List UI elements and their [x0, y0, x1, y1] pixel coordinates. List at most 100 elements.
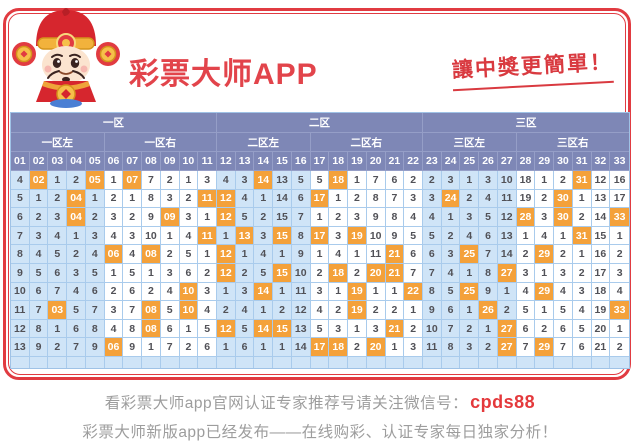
miss-count-cell: 5 — [572, 319, 592, 339]
miss-count-cell: 1 — [273, 282, 292, 302]
miss-count-cell: 3 — [404, 189, 423, 209]
miss-count-cell: 6 — [572, 338, 592, 357]
miss-count-cell: 1 — [554, 226, 573, 246]
miss-count-cell: 6 — [160, 319, 180, 339]
miss-count-cell: 11 — [497, 189, 517, 209]
miss-count-cell: 8 — [123, 319, 143, 339]
miss-count-cell: 2 — [348, 263, 367, 283]
miss-count-cell: 7 — [11, 226, 30, 246]
miss-count-cell: 5 — [48, 245, 68, 264]
miss-count-cell: 4 — [422, 208, 442, 227]
miss-count-cell: 13 — [273, 171, 292, 190]
miss-count-cell: 6 — [479, 226, 498, 246]
miss-count-cell: 10 — [291, 263, 311, 283]
empty-cell — [610, 356, 629, 368]
miss-count-cell: 1 — [535, 301, 555, 320]
table-row: 5 1 2 04 1 2 1 8 3 2 11 12 4 1 14 6 17 1 2 8 7 3 3 24 2 4 11 19 2 30 1… — [11, 189, 629, 209]
miss-count-cell: 13 — [291, 319, 311, 339]
miss-count-cell: 1 — [310, 208, 330, 227]
drawn-number-cell: 04 — [67, 189, 86, 209]
miss-count-cell: 4 — [479, 189, 498, 209]
miss-count-cell: 1 — [198, 208, 217, 227]
miss-count-cell: 1 — [329, 189, 349, 209]
miss-count-cell: 2 — [554, 171, 573, 190]
miss-count-cell: 12 — [591, 171, 611, 190]
column-number-header: 25 — [460, 152, 480, 171]
miss-count-cell: 2 — [348, 189, 367, 209]
subzone-header: 二区右 — [310, 133, 423, 152]
miss-count-cell: 1 — [216, 282, 236, 302]
miss-count-cell: 2 — [179, 189, 199, 209]
miss-count-cell: 1 — [385, 338, 405, 357]
miss-count-cell: 17 — [591, 263, 611, 283]
drawn-number-cell: 12 — [216, 189, 236, 209]
miss-count-cell: 5 — [235, 319, 255, 339]
drawn-number-cell: 29 — [535, 245, 555, 264]
miss-count-cell: 4 — [235, 189, 255, 209]
subzone-header: 二区左 — [216, 133, 311, 152]
drawn-number-cell: 03 — [48, 301, 68, 320]
miss-count-cell: 4 — [29, 245, 49, 264]
miss-count-cell: 1 — [29, 189, 49, 209]
empty-cell — [572, 356, 592, 368]
drawn-number-cell: 06 — [104, 245, 124, 264]
miss-count-cell: 5 — [123, 263, 143, 283]
miss-count-cell: 5 — [479, 208, 498, 227]
miss-count-cell: 14 — [497, 245, 517, 264]
miss-count-cell: 11 — [422, 338, 442, 357]
miss-count-cell: 5 — [179, 245, 199, 264]
miss-count-cell: 3 — [235, 282, 255, 302]
miss-count-cell: 3 — [310, 282, 330, 302]
miss-count-cell: 1 — [104, 171, 124, 190]
miss-count-cell: 2 — [460, 319, 480, 339]
miss-count-cell: 2 — [254, 208, 274, 227]
empty-cell — [179, 356, 199, 368]
wechat-id: cpds88 — [470, 392, 536, 412]
column-number-header: 03 — [48, 152, 68, 171]
column-number-header: 26 — [479, 152, 498, 171]
table-row: 11 7 03 5 7 3 7 08 5 10 4 2 4 1 2 12 4 2 19 2 2 1 9 6 1 26 2 5 1 5 4 19… — [11, 301, 629, 320]
drawn-number-cell: 24 — [441, 189, 461, 209]
miss-count-cell: 7 — [67, 338, 86, 357]
miss-count-cell: 8 — [479, 263, 498, 283]
miss-count-cell: 1 — [516, 226, 536, 246]
drawn-number-cell: 18 — [329, 171, 349, 190]
app-release-line: 彩票大师新版app已经发布——在线购彩、认证专家每日独家分析！ — [82, 424, 558, 441]
empty-cell — [422, 356, 442, 368]
miss-count-cell: 8 — [29, 319, 49, 339]
miss-count-cell: 7 — [404, 263, 423, 283]
drawn-number-cell: 05 — [85, 171, 105, 190]
miss-count-cell: 5 — [441, 282, 461, 302]
column-number-header: 11 — [198, 152, 217, 171]
drawn-number-cell: 27 — [497, 319, 517, 339]
miss-count-cell: 4 — [104, 226, 124, 246]
miss-count-cell: 2 — [160, 171, 180, 190]
miss-count-cell: 2 — [366, 301, 386, 320]
miss-count-cell: 2 — [535, 319, 555, 339]
miss-count-cell: 4 — [572, 301, 592, 320]
miss-count-cell: 5 — [67, 301, 86, 320]
empty-cell — [385, 356, 405, 368]
miss-count-cell: 2 — [123, 208, 143, 227]
miss-count-cell: 1 — [460, 301, 480, 320]
miss-count-cell: 7 — [85, 301, 105, 320]
miss-count-cell: 1 — [48, 319, 68, 339]
miss-count-cell: 3 — [67, 263, 86, 283]
empty-cell — [310, 356, 330, 368]
miss-count-cell: 1 — [572, 189, 592, 209]
empty-cell — [291, 356, 311, 368]
miss-count-cell: 19 — [516, 189, 536, 209]
miss-count-cell: 2 — [535, 189, 555, 209]
miss-count-cell: 4 — [535, 226, 555, 246]
drawn-number-cell: 27 — [497, 263, 517, 283]
miss-count-cell: 5 — [404, 226, 423, 246]
column-number-header: 15 — [273, 152, 292, 171]
miss-count-cell: 7 — [422, 263, 442, 283]
drawn-number-cell: 14 — [254, 282, 274, 302]
miss-count-cell: 1 — [123, 189, 143, 209]
miss-count-cell: 1 — [366, 282, 386, 302]
miss-count-cell: 2 — [610, 338, 629, 357]
miss-count-cell: 9 — [366, 208, 386, 227]
empty-cell — [198, 356, 217, 368]
empty-cell — [85, 356, 105, 368]
